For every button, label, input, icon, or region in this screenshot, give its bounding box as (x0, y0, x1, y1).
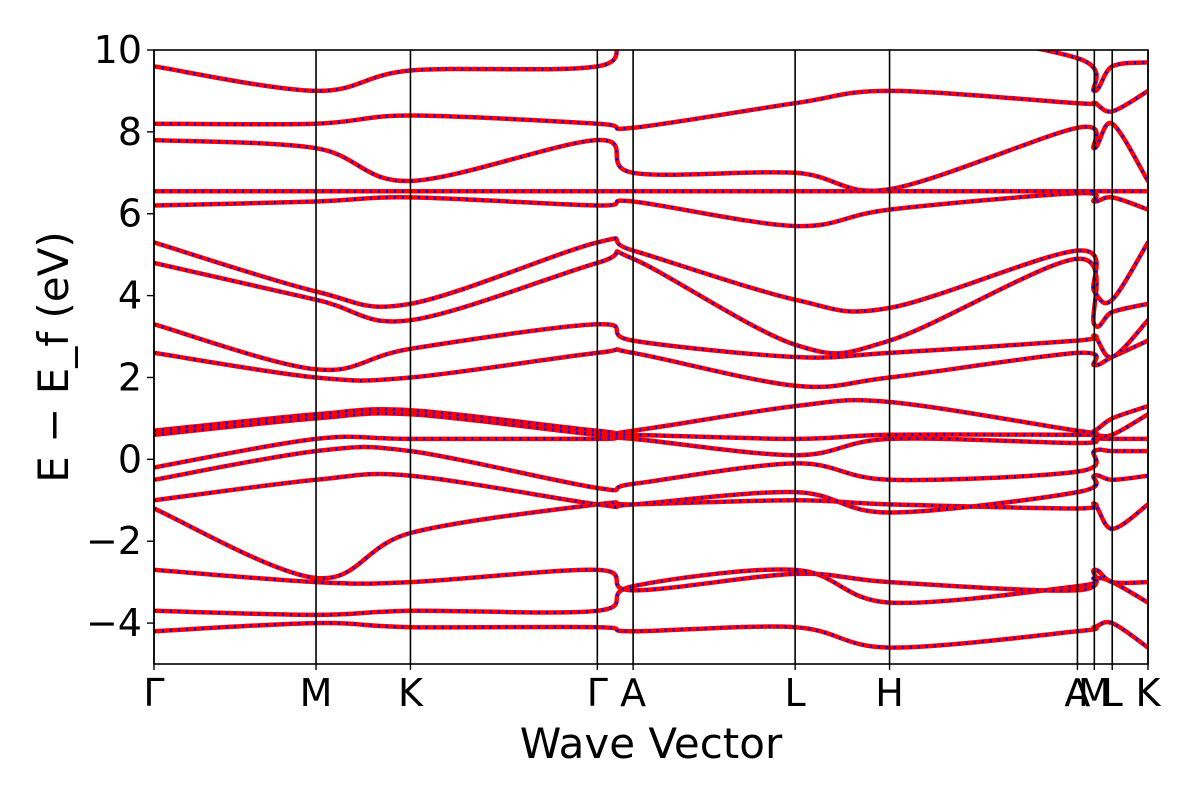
band-line-11 (154, 317, 1148, 373)
plot-frame (153, 49, 1149, 665)
x-tick-label-10: L (1102, 671, 1123, 715)
band-line-13 (154, 236, 1148, 314)
band-line-dotted-12 (154, 249, 1148, 355)
band-line-5 (154, 471, 1148, 515)
x-tick-label-8: A (1064, 671, 1090, 715)
band-line-dotted-18 (154, 50, 1148, 93)
y-axis-ticks: −4 −2 0 2 4 6 8 10 (86, 28, 154, 645)
x-tick-label-7: H (875, 671, 904, 715)
x-tick-label-9: M (1078, 671, 1111, 715)
x-tick-label-11: K (1136, 671, 1162, 715)
x-axis-ticks: Γ M K Γ A L H AML K (143, 664, 1162, 715)
y-tick-label-3: 0 (118, 437, 142, 481)
x-axis-label: Wave Vector (520, 719, 783, 768)
y-tick-label-6: 6 (118, 192, 142, 236)
x-tick-label-2: M (300, 671, 333, 715)
y-tick-label-5: 4 (118, 274, 142, 318)
x-tick-label-3: K (398, 671, 424, 715)
band-line-4 (154, 498, 1148, 581)
band-line-14 (154, 190, 1148, 229)
y-tick-label-8: 10 (94, 28, 142, 72)
x-tick-label-1: Γ (143, 671, 164, 715)
x-tick-label-4: Γ (587, 671, 608, 715)
x-tick-label-5: A (620, 671, 646, 715)
y-tick-label-4: 2 (118, 355, 142, 399)
y-tick-label-2: −2 (86, 519, 142, 563)
y-tick-label-7: 8 (118, 110, 142, 154)
y-tick-label-1: −4 (86, 601, 142, 645)
x-tick-label-6: L (785, 671, 806, 715)
band-line-dotted-6 (154, 445, 1148, 492)
band-line-dotted-16 (154, 121, 1148, 193)
band-line-dotted-10 (154, 339, 1148, 389)
y-axis-label: E − E_f (eV) (29, 231, 78, 482)
